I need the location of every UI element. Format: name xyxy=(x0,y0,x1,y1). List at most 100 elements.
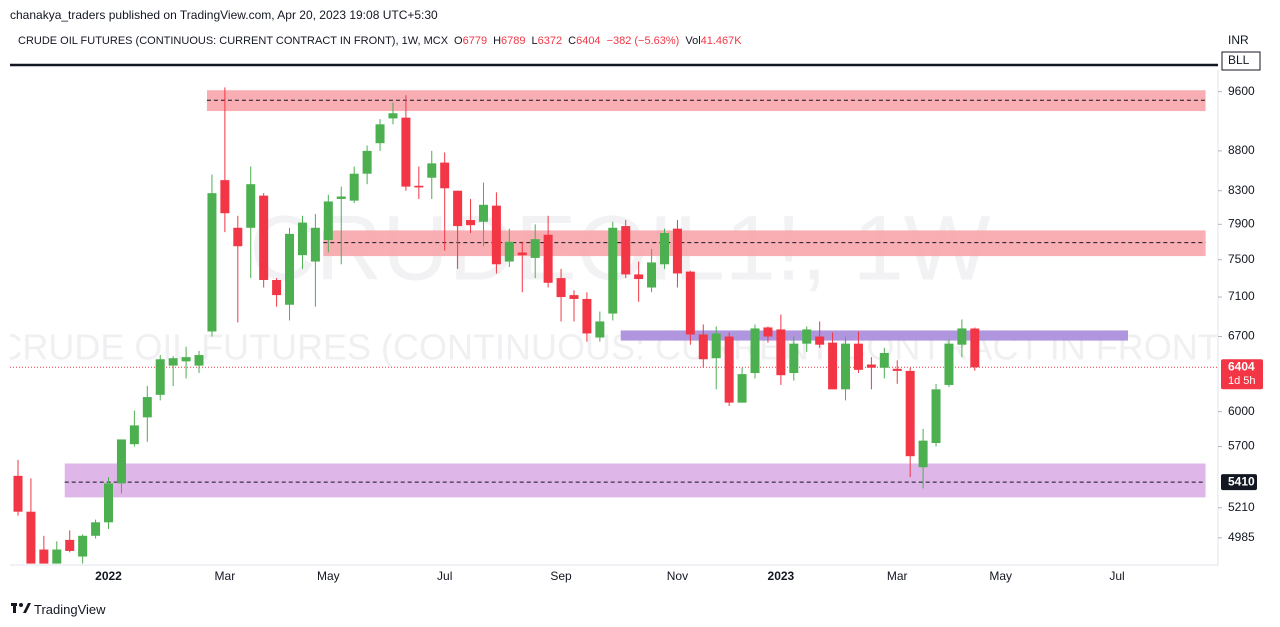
last-price-tag xyxy=(1221,359,1263,390)
candle-body xyxy=(569,295,579,299)
candle-body xyxy=(194,355,204,366)
x-tick-label: Sep xyxy=(550,569,572,583)
candle-body xyxy=(543,234,553,283)
x-tick-label: 2023 xyxy=(768,569,795,583)
candle-body xyxy=(349,173,359,201)
candle-body xyxy=(660,233,669,265)
y-tick-label: 4985 xyxy=(1228,530,1255,544)
candle-body xyxy=(65,539,75,551)
unit: BLL xyxy=(1228,53,1250,67)
countdown: 1d 5h xyxy=(1228,375,1256,387)
candle-body xyxy=(129,425,139,445)
candle-body xyxy=(181,357,191,362)
candle-body xyxy=(414,185,424,188)
open-label: O xyxy=(454,35,463,47)
candle-body xyxy=(491,205,501,265)
candle-body xyxy=(944,343,954,385)
candle-body xyxy=(323,201,333,241)
x-tick-label: May xyxy=(989,569,1012,583)
candle-body xyxy=(504,241,514,262)
candle-body xyxy=(918,440,928,468)
candle-body xyxy=(647,262,657,288)
candle-body xyxy=(750,328,760,374)
y-tick-label: 5700 xyxy=(1228,439,1255,453)
last-price-label: 6404 xyxy=(1228,359,1255,373)
candle-body xyxy=(336,196,346,199)
x-tick-label: Mar xyxy=(887,569,908,583)
x-tick-label: Jul xyxy=(437,569,452,583)
close-value: 6404 xyxy=(576,35,601,47)
candle-body xyxy=(711,333,721,359)
candle-body xyxy=(866,364,876,368)
candle-body xyxy=(582,298,592,334)
high-value: 6789 xyxy=(501,35,526,47)
y-tick-label: 8800 xyxy=(1228,143,1255,157)
volume-label: Vol xyxy=(685,35,701,47)
candle-body xyxy=(789,343,799,374)
candle-body xyxy=(453,190,463,227)
symbol: CRUDE OIL FUTURES (CONTINUOUS: CURRENT C… xyxy=(18,35,449,47)
legend: CRUDE OIL FUTURES (CONTINUOUS: CURRENT C… xyxy=(18,35,742,47)
candle-body xyxy=(724,336,734,403)
candle-body xyxy=(556,278,566,298)
candle-body xyxy=(427,163,437,178)
candle-body xyxy=(466,220,476,226)
y-tick-label: 6700 xyxy=(1228,329,1255,343)
y-tick-label: 9600 xyxy=(1228,84,1255,98)
candle-body xyxy=(78,535,88,557)
candle-body xyxy=(517,252,527,256)
y-tick-label: 8300 xyxy=(1228,183,1255,197)
candle-body xyxy=(233,227,243,247)
candle-body xyxy=(595,321,605,338)
candle-body xyxy=(530,239,540,258)
candle-body xyxy=(116,439,126,484)
candle-body xyxy=(440,162,450,189)
candle-body xyxy=(401,117,411,187)
candle-body xyxy=(763,327,773,337)
candle-body xyxy=(246,184,256,228)
candle-body xyxy=(737,374,747,403)
volume-value: 41.467K xyxy=(700,35,742,47)
logo xyxy=(11,603,31,613)
candle-body xyxy=(685,271,695,335)
candle-body xyxy=(957,328,967,345)
candle-body xyxy=(259,195,269,280)
x-tick-label: Jul xyxy=(1109,569,1124,583)
candle-body xyxy=(879,352,889,368)
y-tick-label: 7500 xyxy=(1228,252,1255,266)
candle-body xyxy=(828,342,838,390)
candle-body xyxy=(672,228,682,274)
y-tick-label: 7900 xyxy=(1228,217,1255,231)
line-tag xyxy=(1221,474,1257,491)
candle-body xyxy=(815,336,825,345)
candle-body xyxy=(621,226,631,275)
y-tick-label: 6000 xyxy=(1228,404,1255,418)
candle-body xyxy=(39,549,49,564)
y-tick-label: 7100 xyxy=(1228,289,1255,303)
zone xyxy=(64,463,1206,498)
x-tick-label: Nov xyxy=(667,569,688,583)
candle-body xyxy=(362,150,372,174)
candle-body xyxy=(272,279,282,296)
candle-body xyxy=(207,193,217,332)
y-tick-label: 5210 xyxy=(1228,500,1255,514)
candle-body xyxy=(634,274,644,280)
candle-body xyxy=(970,328,980,368)
zone xyxy=(323,230,1206,257)
close-label: C xyxy=(568,35,577,47)
candle-body xyxy=(168,358,178,366)
candle-body xyxy=(931,389,941,443)
publisher: chanakya_traders published on TradingVie… xyxy=(10,8,438,22)
high-label: H xyxy=(493,35,502,47)
zone xyxy=(620,330,1128,341)
candle-body xyxy=(608,227,618,314)
candle-body xyxy=(802,329,812,344)
currency: INR xyxy=(1228,33,1249,47)
open-value: 6779 xyxy=(462,35,488,47)
plot: CRUDEOIL1!, 1WCRUDE OIL FUTURES (CONTINU… xyxy=(10,87,1218,564)
candle-body xyxy=(52,549,62,564)
candle-body xyxy=(104,483,114,523)
x-tick-label: 2022 xyxy=(95,569,122,583)
